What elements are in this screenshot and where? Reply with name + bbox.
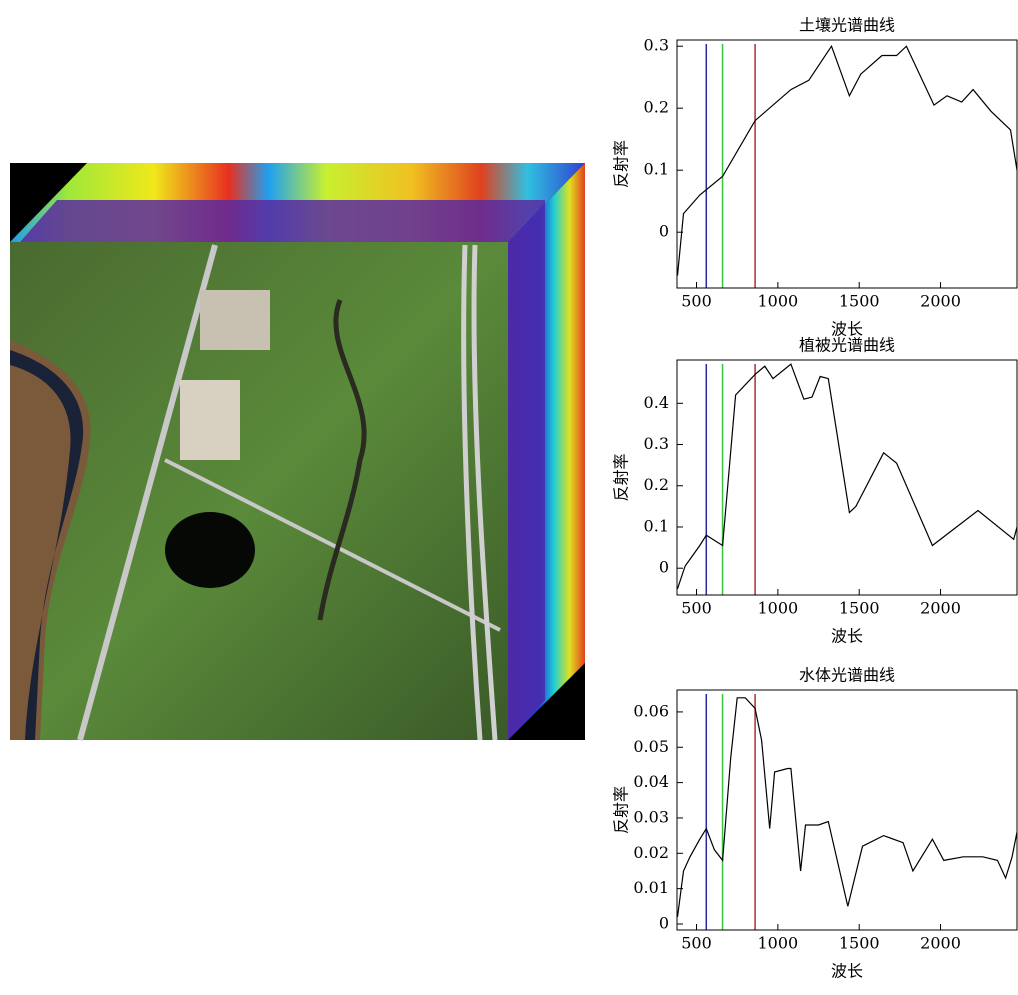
y-tick-label: 0 [659, 222, 669, 241]
cube-side-band [508, 200, 545, 740]
spectral-curve [678, 46, 1018, 275]
y-tick-label: 0.04 [633, 772, 669, 791]
x-tick-label: 2000 [920, 934, 961, 953]
x-tick-label: 1500 [839, 934, 880, 953]
spectral-curve [678, 698, 1018, 917]
x-tick-label: 2000 [920, 599, 961, 618]
y-tick-label: 0.2 [644, 98, 669, 117]
y-tick-label: 0.01 [633, 878, 669, 897]
y-tick-label: 0.1 [644, 160, 669, 179]
x-tick-label: 1000 [758, 292, 799, 311]
x-tick-label: 1500 [839, 292, 880, 311]
hyperspectral-cube [10, 163, 585, 740]
x-tick-label: 2000 [920, 292, 961, 311]
chart-title: 土壤光谱曲线 [799, 16, 895, 35]
cube-top-band [20, 200, 545, 242]
y-tick-label: 0.05 [633, 737, 669, 756]
chart-title: 水体光谱曲线 [799, 666, 895, 685]
spectral-curve [678, 364, 1018, 589]
figure: 土壤光谱曲线波长反射率50010001500200000.10.20.3植被光谱… [0, 0, 1018, 991]
plot-frame [677, 690, 1017, 930]
y-tick-label: 0.4 [644, 393, 669, 412]
x-axis-label: 波长 [831, 962, 863, 981]
y-tick-label: 0.06 [633, 701, 669, 720]
y-axis-label: 反射率 [612, 140, 631, 188]
x-tick-label: 1500 [839, 599, 880, 618]
y-tick-label: 0.3 [644, 434, 669, 453]
x-tick-label: 1000 [758, 934, 799, 953]
cleared-lot [180, 380, 240, 460]
y-tick-label: 0.02 [633, 843, 669, 862]
y-tick-label: 0 [659, 913, 669, 932]
x-axis-label: 波长 [831, 627, 863, 646]
cleared-lot [200, 290, 270, 350]
y-tick-label: 0.03 [633, 807, 669, 826]
x-tick-label: 1000 [758, 599, 799, 618]
x-tick-label: 500 [681, 934, 712, 953]
y-axis-label: 反射率 [612, 453, 631, 501]
plot-frame [677, 40, 1017, 288]
y-tick-label: 0 [659, 558, 669, 577]
x-tick-label: 500 [681, 599, 712, 618]
y-tick-label: 0.2 [644, 475, 669, 494]
x-tick-label: 500 [681, 292, 712, 311]
y-tick-label: 0.3 [644, 36, 669, 55]
pond [165, 512, 255, 588]
y-tick-label: 0.1 [644, 516, 669, 535]
chart-title: 植被光谱曲线 [799, 336, 895, 355]
y-axis-label: 反射率 [612, 786, 631, 834]
